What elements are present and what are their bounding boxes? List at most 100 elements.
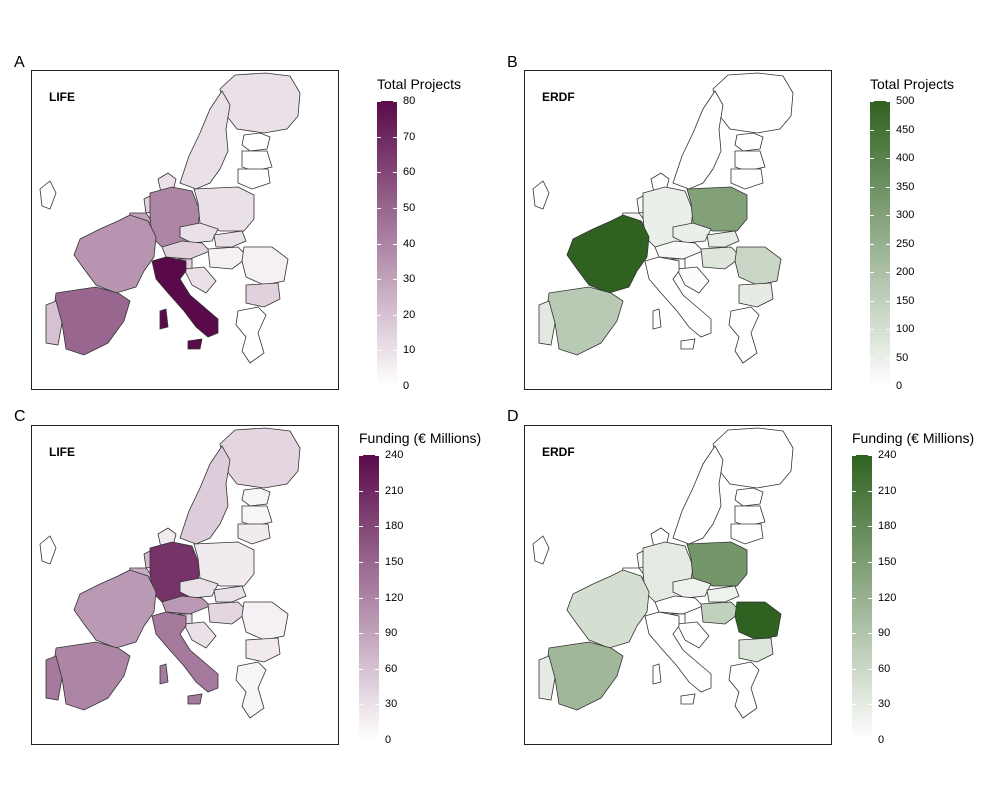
- legend-tick-mark: [377, 101, 381, 102]
- legend-tick-label: 500: [896, 95, 915, 107]
- country-latvia: [734, 505, 766, 527]
- legend-tick-mark: [870, 272, 874, 273]
- legend-tick-mark: [377, 350, 381, 352]
- country-bulgaria: [738, 637, 774, 663]
- country-poland: [686, 186, 748, 232]
- legend-tick-mark: [359, 704, 363, 706]
- country-hungary: [207, 601, 249, 625]
- legend-tick-mark: [852, 490, 856, 492]
- legend-a: Total Projects 0 10 20 30 40 50 60 70 80: [377, 76, 527, 392]
- country-portugal: [538, 655, 556, 701]
- legend-tick-mark: [868, 561, 872, 563]
- legend-tick-label: 240: [385, 449, 404, 461]
- legend-color-bar: [870, 101, 890, 386]
- country-italy-sicily: [680, 338, 696, 350]
- legend-color-bar: [852, 455, 872, 740]
- legend-tick-label: 70: [403, 130, 416, 143]
- legend-tick-mark: [852, 704, 856, 706]
- legend-tick-label: 10: [403, 344, 416, 357]
- legend-c: Funding (€ Millions) 0 30 60 90 120 150 180 210…: [359, 430, 509, 746]
- legend-color-bar: [359, 455, 379, 740]
- country-france: [73, 569, 157, 649]
- legend-tick-label: 150: [878, 555, 897, 568]
- country-czechia: [179, 222, 219, 244]
- legend-tick-mark: [852, 633, 856, 635]
- legend-tick-mark: [852, 597, 856, 599]
- country-italy: [151, 256, 219, 338]
- legend-tick-mark: [870, 243, 874, 245]
- legend-tick-mark: [868, 455, 872, 456]
- country-france: [566, 214, 650, 294]
- map-panel-a: LIFE: [31, 70, 339, 390]
- legend-tick-mark: [886, 357, 890, 359]
- panel-letter-b: B: [507, 54, 518, 71]
- legend-tick-mark: [393, 386, 397, 387]
- country-finland: [219, 72, 301, 134]
- map-svg: [39, 72, 301, 364]
- country-greece: [728, 661, 760, 719]
- legend-tick-mark: [886, 329, 890, 330]
- legend-tick-mark: [375, 633, 379, 635]
- country-bulgaria: [245, 637, 281, 663]
- map-svg: [39, 427, 301, 719]
- legend-tick-mark: [393, 243, 397, 245]
- legend-tick-mark: [870, 386, 874, 387]
- legend-tick-label: 450: [896, 123, 915, 136]
- panel-letter-a: A: [14, 54, 25, 71]
- country-bulgaria: [245, 282, 281, 308]
- legend-tick-mark: [870, 329, 874, 330]
- legend-tick-mark: [852, 526, 856, 528]
- legend-tick-mark: [375, 704, 379, 706]
- country-croatia: [676, 266, 710, 294]
- legend-tick-mark: [393, 136, 397, 138]
- legend-tick-label: 30: [878, 698, 891, 711]
- legend-tick-label: 30: [385, 698, 398, 711]
- legend-tick-label: 20: [403, 308, 416, 321]
- legend-tick-mark: [359, 740, 363, 741]
- country-slovakia: [213, 230, 247, 248]
- legend-color-bar: [377, 101, 397, 386]
- country-finland: [219, 427, 301, 489]
- country-italy: [644, 256, 712, 338]
- legend-d: Funding (€ Millions) 0 30 60 90 120 150 180 210…: [852, 430, 1000, 746]
- legend-tick-label: 60: [403, 166, 416, 179]
- legend-title: Funding (€ Millions): [359, 430, 482, 446]
- legend-tick-mark: [886, 272, 890, 273]
- country-lithuania: [730, 523, 764, 545]
- legend-tick-mark: [886, 101, 890, 102]
- legend-tick-label: 120: [878, 591, 897, 604]
- map-title: ERDF: [542, 90, 575, 104]
- country-lithuania: [730, 168, 764, 190]
- map-panel-b: ERDF: [524, 70, 832, 390]
- legend-tick-label: 150: [385, 555, 404, 568]
- legend-tick-mark: [393, 314, 397, 316]
- country-slovakia: [706, 230, 740, 248]
- map-title: LIFE: [49, 90, 75, 104]
- country-hungary: [700, 246, 742, 270]
- legend-tick-mark: [359, 561, 363, 563]
- country-uk: [39, 535, 57, 565]
- legend-tick-label: 40: [403, 237, 416, 250]
- legend-tick-mark: [375, 490, 379, 492]
- country-italy-sardinia: [159, 308, 169, 330]
- legend-tick-mark: [359, 526, 363, 528]
- country-latvia: [241, 505, 273, 527]
- legend-tick-mark: [377, 207, 381, 209]
- country-portugal: [45, 655, 63, 701]
- legend-tick-mark: [886, 215, 890, 216]
- country-portugal: [45, 300, 63, 346]
- legend-tick-mark: [375, 526, 379, 528]
- legend-tick-label: 90: [878, 627, 891, 640]
- country-hungary: [700, 601, 742, 625]
- country-italy-sicily: [187, 693, 203, 705]
- legend-tick-label: 210: [385, 484, 404, 497]
- legend-tick-mark: [870, 101, 874, 102]
- country-croatia: [183, 621, 217, 649]
- country-portugal: [538, 300, 556, 346]
- country-finland: [712, 72, 794, 134]
- legend-tick-mark: [393, 350, 397, 352]
- legend-tick-mark: [870, 357, 874, 359]
- country-estonia: [241, 487, 271, 507]
- country-spain: [546, 286, 624, 356]
- legend-tick-mark: [377, 386, 381, 387]
